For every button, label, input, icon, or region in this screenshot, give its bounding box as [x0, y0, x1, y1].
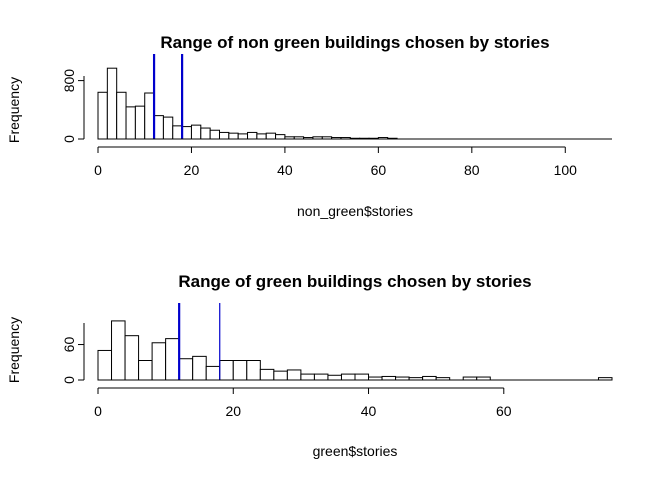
histogram-bar [192, 355, 207, 381]
histogram-bars [97, 320, 613, 381]
histogram-bar [200, 127, 211, 140]
reference-lines [178, 303, 221, 380]
x-tick-label: 80 [464, 162, 480, 178]
x-tick-label: 40 [361, 403, 377, 419]
histogram-bar [97, 91, 108, 140]
y-axis: 0 60 [61, 323, 85, 384]
histogram-bar [256, 133, 267, 140]
histogram-bar [219, 360, 234, 381]
y-tick-label: 0 [61, 135, 77, 143]
histogram-bar [237, 133, 249, 140]
x-tick-label: 40 [277, 162, 293, 178]
green-histogram-panel: Range of green buildings chosen by stori… [6, 272, 613, 459]
histogram-bar [138, 360, 153, 381]
x-tick-label: 0 [94, 403, 102, 419]
x-axis-label: green$stories [313, 443, 398, 459]
y-tick-label: 800 [61, 69, 77, 93]
histogram-bar [246, 360, 261, 381]
x-axis: 0 20 40 60 [94, 379, 612, 419]
histogram-bar [144, 92, 155, 140]
y-axis: 0 800 [61, 69, 85, 143]
histogram-bar [178, 358, 194, 381]
histogram-bar [265, 132, 277, 140]
histogram-bar [97, 349, 113, 381]
histogram-bar [259, 368, 275, 381]
y-axis-label: Frequency [6, 317, 22, 383]
histogram-bar [162, 116, 174, 140]
histogram-bar [134, 105, 146, 140]
x-tick-label: 20 [225, 403, 241, 419]
histogram-bar [327, 374, 342, 381]
histogram-bar [106, 67, 118, 140]
histogram-bar [273, 370, 288, 381]
chart-title: Range of non green buildings chosen by s… [160, 33, 549, 52]
non-green-histogram-panel: Range of non green buildings chosen by s… [6, 33, 612, 219]
histogram-bar [165, 338, 180, 381]
histogram-bar [116, 91, 127, 140]
histogram-bar [300, 373, 315, 381]
histogram-bar [275, 134, 286, 140]
histogram-bar [381, 375, 397, 381]
reference-lines [152, 54, 184, 139]
histogram-bar [422, 375, 437, 381]
histogram-bar [205, 365, 221, 381]
histogram-bar [340, 373, 356, 381]
histogram-bar [218, 131, 230, 140]
histogram-bar [190, 124, 202, 140]
histogram-bar [209, 129, 220, 140]
histogram-bar [313, 373, 329, 381]
x-tick-label: 60 [371, 162, 387, 178]
y-tick-label: 0 [61, 376, 77, 384]
x-axis-label: non_green$stories [297, 203, 413, 219]
histogram-bar [354, 373, 370, 381]
x-axis: 0 20 40 60 80 100 [94, 138, 612, 178]
histogram-bar [228, 132, 239, 140]
chart-title: Range of green buildings chosen by stori… [178, 272, 531, 291]
y-tick-label: 60 [61, 337, 77, 353]
histogram-bar [247, 131, 258, 140]
histogram-bar [232, 360, 248, 381]
y-axis-label: Frequency [6, 77, 22, 143]
histogram-bar [151, 342, 167, 381]
histogram-bars [97, 67, 398, 140]
histogram-bar [286, 369, 302, 381]
histogram-bar [111, 320, 126, 381]
histogram-bar [181, 126, 192, 140]
histogram-bar [125, 106, 136, 140]
x-tick-label: 20 [184, 162, 200, 178]
x-tick-label: 0 [94, 162, 102, 178]
histogram-bar [172, 125, 183, 140]
x-tick-label: 100 [554, 162, 578, 178]
histogram-bar [124, 335, 140, 381]
x-tick-label: 60 [496, 403, 512, 419]
histogram-bar [153, 115, 164, 140]
